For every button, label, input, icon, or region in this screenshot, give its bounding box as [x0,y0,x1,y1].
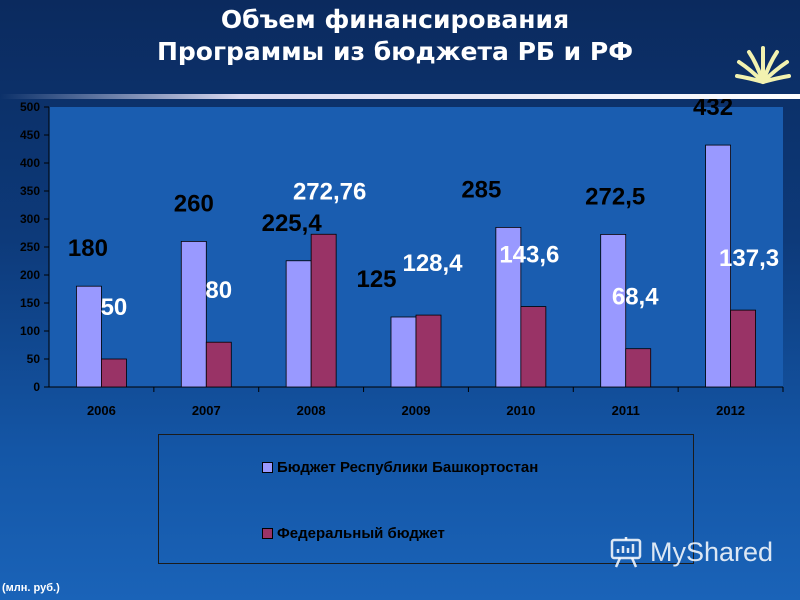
data-label-series2: 68,4 [612,284,659,311]
data-label-series2: 50 [101,294,128,321]
header-divider [0,94,800,99]
legend-item-series1: Бюджет Республики Башкортостан [262,459,538,476]
bar-series1 [76,285,102,388]
data-label-series1: 225,4 [262,210,323,237]
data-label-series2: 80 [205,277,232,304]
flower-logo-icon [735,46,791,84]
legend-label-series1: Бюджет Республики Башкортостан [277,459,539,476]
watermark: MyShared [608,535,773,569]
data-label-series1: 285 [461,176,501,203]
bar-series2 [205,341,232,388]
legend-label-series2: Федеральный бюджет [277,525,445,542]
chart-title: Объем финансирования Программы из бюджет… [0,4,790,68]
y-tick-label: 0 [33,380,40,394]
legend-swatch-series2 [262,528,273,539]
y-tick-label: 50 [27,352,41,366]
bar-series1 [180,240,207,388]
y-tick-label: 450 [20,128,40,142]
bar-series2 [520,306,547,388]
x-tick-label: 2012 [716,403,745,418]
bar-series1 [390,316,417,388]
bar-series1 [705,144,731,388]
presentation-icon [610,537,642,568]
x-tick-label: 2006 [87,403,116,418]
bar-series2 [730,309,756,388]
x-tick-label: 2010 [506,403,535,418]
legend-swatch-series1 [262,462,273,473]
x-tick-label: 2011 [612,403,640,418]
data-label-series2: 137,3 [719,245,779,272]
bar-series1 [285,260,312,388]
y-tick-label: 200 [20,268,40,282]
bar-series2 [310,233,337,388]
data-label-series1: 125 [356,266,396,293]
watermark-text: MyShared [650,536,774,567]
y-tick-label: 300 [20,212,40,226]
y-tick-label: 100 [20,324,40,338]
y-tick-label: 500 [20,100,40,114]
x-tick-label: 2009 [402,403,431,418]
x-tick-label: 2007 [192,403,221,418]
bar-series1 [495,226,522,388]
legend-item-series2: Федеральный бюджет [262,525,445,542]
data-label-series2: 143,6 [499,242,559,269]
data-label-series1: 260 [174,190,214,217]
x-tick-label: 2008 [297,403,326,418]
bar-series2 [415,314,442,388]
bar-series2 [625,348,652,388]
data-label-series2: 272,76 [293,178,366,205]
bar-series2 [101,358,127,388]
y-tick-label: 250 [20,240,40,254]
data-label-series1: 432 [693,99,733,121]
data-label-series2: 128,4 [402,250,463,277]
bar-chart: 0 50 100 150 200 250 300 350 400 450 500 2006 180 50 2… [20,99,784,418]
y-tick-label: 150 [20,296,40,310]
chart-title-line1: Объем финансирования [220,5,570,34]
unit-note: (млн. руб.) [2,582,60,594]
y-tick-label: 350 [20,184,40,198]
data-label-series1: 272,5 [585,183,645,210]
chart-title-line2: Программы из бюджета РБ и РФ [156,37,633,66]
data-label-series1: 180 [68,235,108,262]
bar-series1 [600,233,627,388]
y-tick-label: 400 [20,156,40,170]
chart-legend: Бюджет Республики Башкортостан Федеральн… [158,434,694,564]
